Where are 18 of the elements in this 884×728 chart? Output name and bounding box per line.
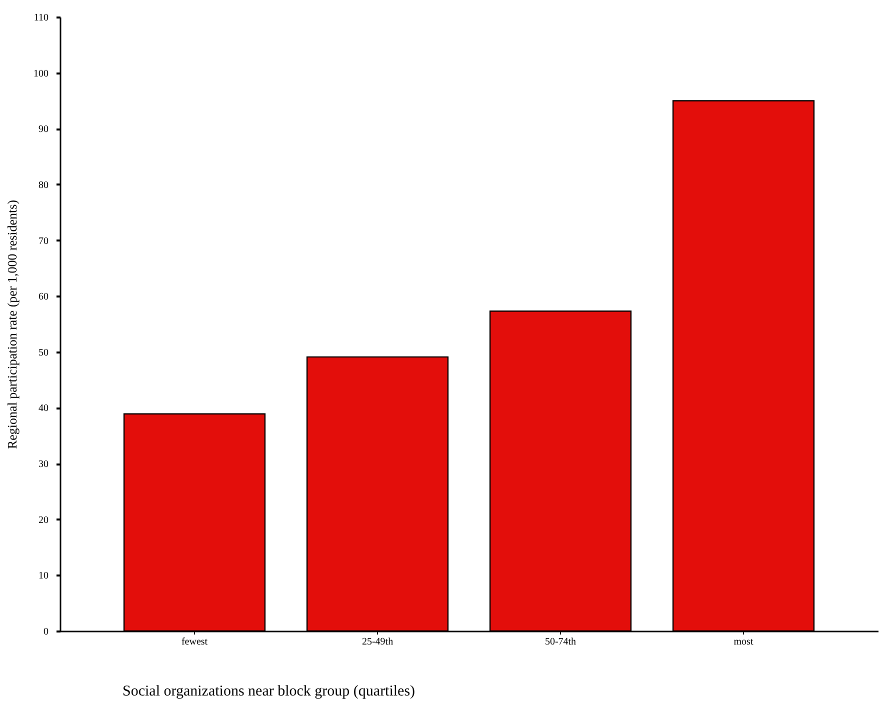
y-tick-label: 10 bbox=[38, 570, 48, 582]
y-tick-label: 30 bbox=[38, 459, 48, 470]
y-tick-label: 50 bbox=[38, 347, 48, 358]
x-tick-label: 50-74th bbox=[544, 636, 576, 648]
y-tick-label: 40 bbox=[38, 403, 48, 414]
y-tick-label: 70 bbox=[38, 236, 48, 247]
y-tick-label: 80 bbox=[38, 180, 48, 191]
x-tick-label: fewest bbox=[181, 636, 208, 648]
y-axis-title: Regional participation rate (per 1,000 residents) bbox=[4, 200, 20, 450]
x-tick-label: 25-49th bbox=[362, 636, 394, 648]
y-tick-label: 100 bbox=[34, 68, 48, 80]
y-tick-label: 0 bbox=[44, 626, 48, 638]
x-axis-title: Social organizations near block group (quartiles) bbox=[122, 684, 416, 700]
y-tick-label: 90 bbox=[38, 124, 48, 136]
y-tick-label: 60 bbox=[38, 292, 48, 303]
x-tick-label: most bbox=[734, 636, 754, 648]
y-tick-label: 20 bbox=[38, 514, 48, 526]
y-tick-label: 110 bbox=[34, 12, 48, 24]
